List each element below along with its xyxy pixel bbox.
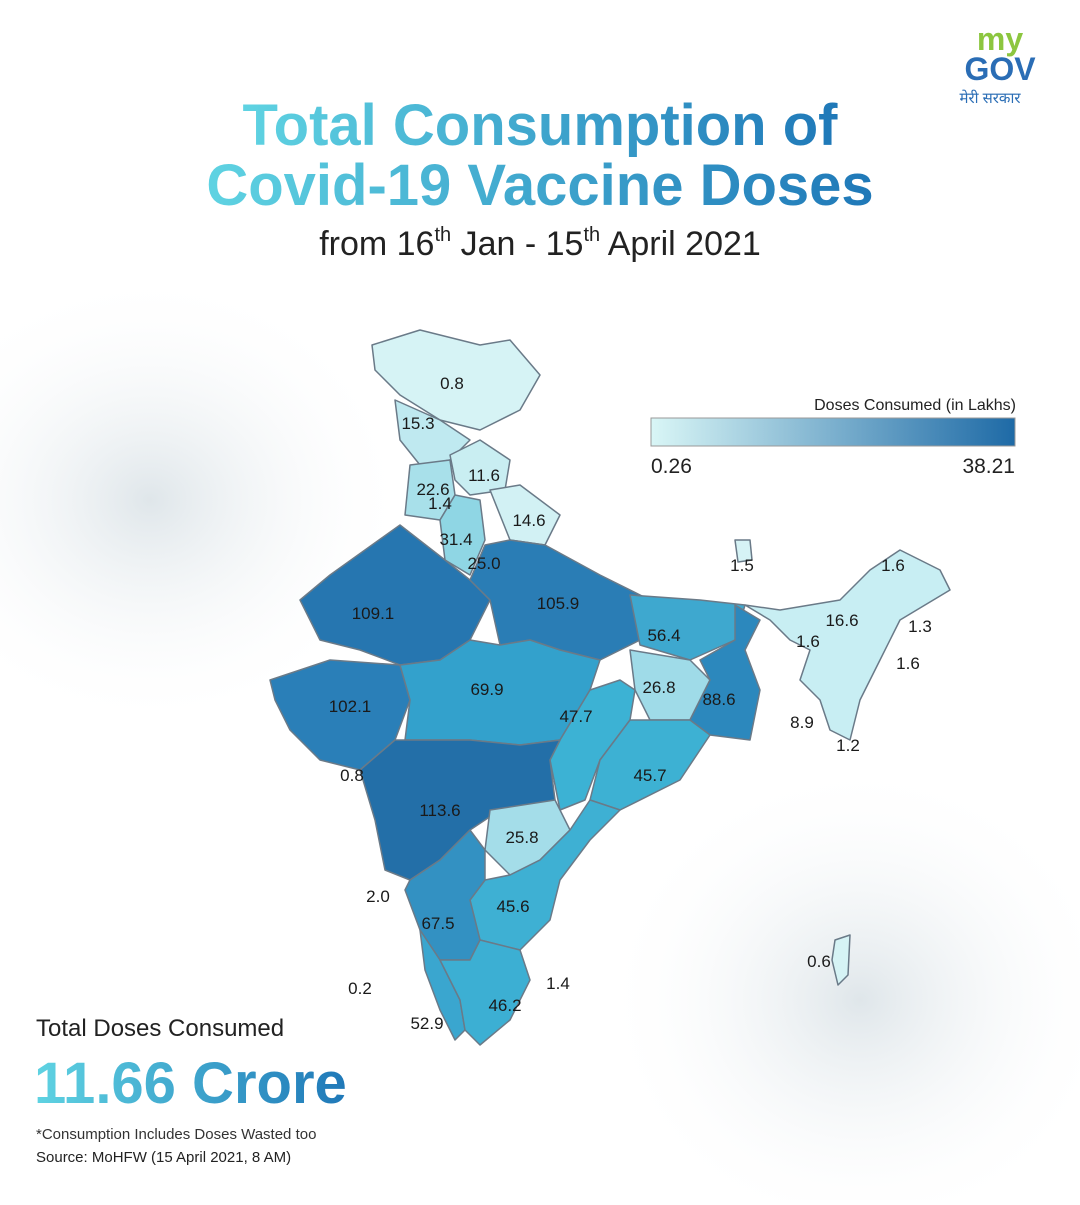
region-label: 1.4 (546, 974, 570, 993)
logo-top: my (977, 21, 1023, 57)
total-value: 11.66 Crore (34, 1051, 347, 1116)
region-label: 109.1 (352, 604, 395, 623)
region-label: 25.8 (505, 828, 538, 847)
note: *Consumption Includes Doses Wasted too (36, 1126, 316, 1143)
source: Source: MoHFW (15 April 2021, 8 AM) (36, 1149, 291, 1166)
title: Total Consumption of (243, 93, 839, 158)
region-label: 26.8 (642, 678, 675, 697)
region-label: 113.6 (419, 801, 460, 820)
subtitle-part: Jan - 15 (451, 225, 583, 263)
logo-tagline: मेरी सरकार (960, 89, 1022, 107)
region-label: 46.2 (488, 996, 521, 1015)
superscript: th (583, 224, 600, 246)
region-label: 69.9 (470, 680, 503, 699)
region-label: 1.3 (908, 617, 932, 636)
subtitle: from 16th Jan - 15th April 2021 (319, 224, 761, 263)
region-label: 0.8 (440, 374, 464, 393)
region-label: 1.5 (730, 556, 754, 575)
title: Covid-19 Vaccine Doses (206, 153, 873, 218)
region-label: 1.6 (896, 654, 920, 673)
legend-title: Doses Consumed (in Lakhs) (814, 397, 1016, 414)
region-label: 45.7 (633, 766, 666, 785)
region-label: 1.6 (881, 556, 905, 575)
region-label: 2.0 (366, 887, 390, 906)
superscript: th (434, 224, 451, 246)
region-label: 25.0 (467, 554, 500, 573)
india-map (269, 329, 951, 1046)
region-label: 11.6 (468, 466, 500, 485)
region-label: 16.6 (825, 611, 858, 630)
region-label: 102.1 (329, 697, 372, 716)
region-label: 67.5 (421, 914, 454, 933)
region-label: 1.6 (796, 632, 820, 651)
region-label: 15.3 (401, 414, 434, 433)
region-label: 14.6 (512, 511, 545, 530)
region-label: 22.6 (416, 480, 449, 499)
region-label: 0.2 (348, 979, 372, 998)
region-label: 88.6 (702, 690, 735, 709)
region-label: 0.8 (340, 766, 364, 785)
region-label: 1.2 (836, 736, 860, 755)
legend-min: 0.26 (651, 455, 692, 478)
region-label: 56.4 (647, 626, 680, 645)
subtitle-part: from 16 (319, 225, 434, 263)
region-label: 47.7 (559, 707, 592, 726)
legend-scale (650, 417, 1016, 447)
region-label: 45.6 (496, 897, 529, 916)
region-label: 1.4 (428, 494, 452, 513)
region-label: 0.6 (807, 952, 831, 971)
region-label: 105.9 (537, 594, 580, 613)
region-label: 31.4 (439, 530, 472, 549)
region-label: 52.9 (410, 1014, 443, 1033)
subtitle-part: April 2021 (600, 225, 761, 263)
legend-max: 38.21 (962, 455, 1015, 478)
total-label: Total Doses Consumed (36, 1015, 284, 1042)
region-label: 8.9 (790, 713, 814, 732)
logo-bottom: GOV (964, 51, 1036, 87)
